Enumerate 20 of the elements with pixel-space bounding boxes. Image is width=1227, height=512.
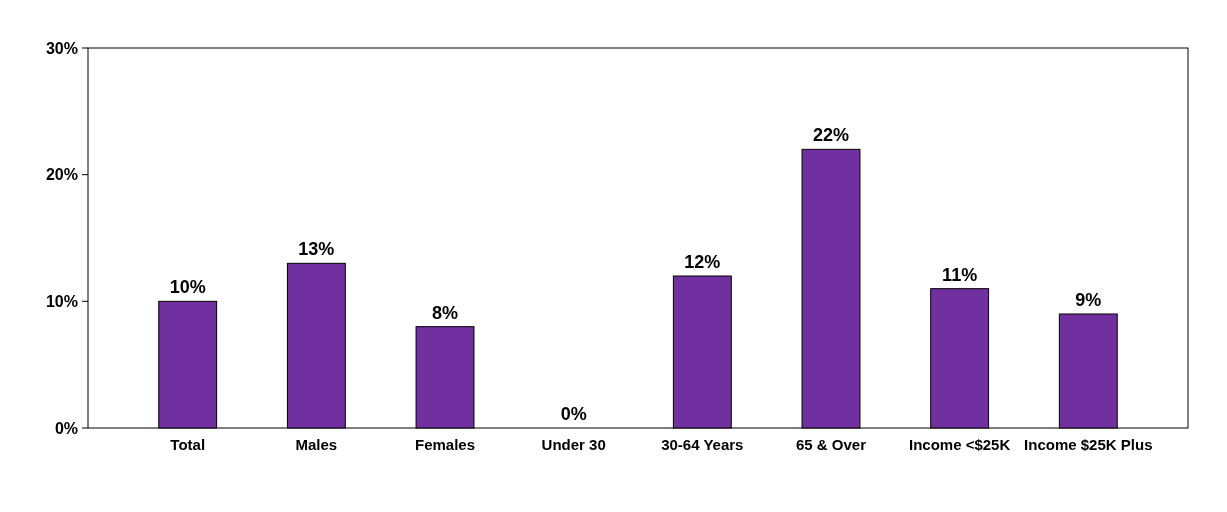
x-tick-label: Under 30	[541, 436, 606, 453]
x-tick-label: Total	[170, 436, 206, 453]
y-tick-label: 30%	[45, 39, 78, 57]
y-tick-label: 20%	[45, 166, 78, 184]
x-tick-label: 65 & Over	[795, 436, 867, 453]
x-tick-label: Females	[414, 436, 476, 453]
x-tick-label: Males	[295, 436, 338, 453]
data-label: 11%	[942, 264, 978, 285]
x-tick-label: Income <$25K	[908, 436, 1011, 453]
data-label: 9%	[1075, 290, 1102, 310]
x-tick-label: Income $25K Plus	[1024, 436, 1153, 453]
data-label: 10%	[169, 277, 206, 298]
data-label: 12%	[684, 252, 721, 272]
y-tick-label: 10%	[45, 292, 78, 310]
y-tick-label: 0%	[54, 419, 78, 437]
x-tick-label: 30-64 Years	[661, 436, 744, 453]
data-label: 8%	[432, 302, 459, 323]
data-label: 13%	[298, 239, 335, 260]
data-label: 22%	[812, 125, 849, 146]
data-label: 0%	[560, 404, 587, 424]
